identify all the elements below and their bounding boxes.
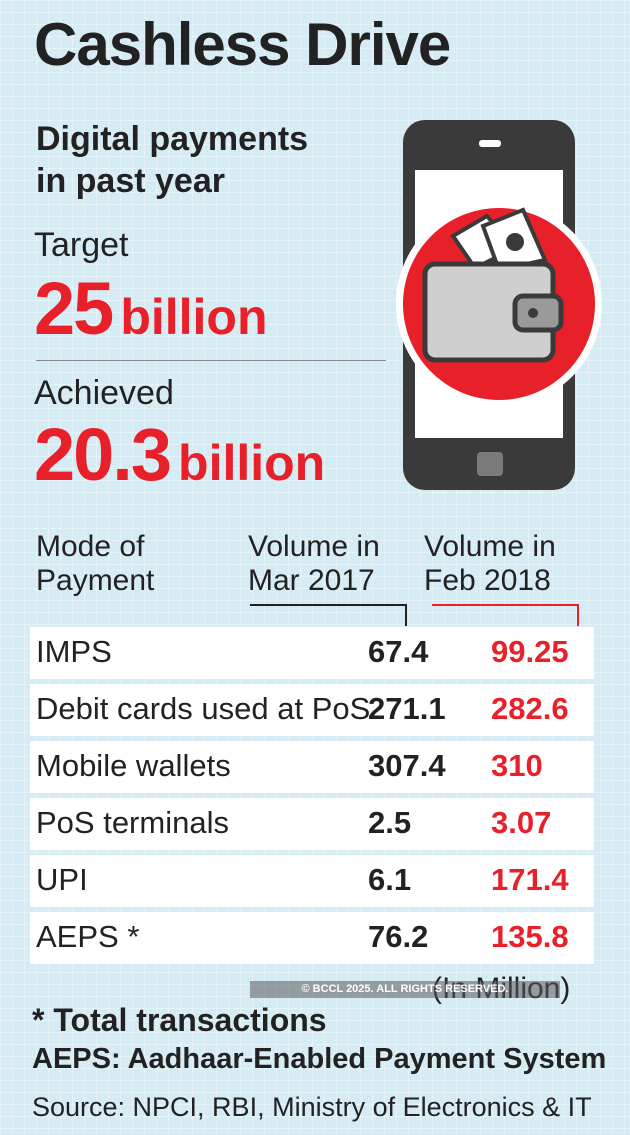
subtitle-line-2: in past year (36, 162, 225, 200)
definition-note: AEPS: Aadhaar-Enabled Payment System (32, 1043, 607, 1075)
footnote: * Total transactions (32, 1002, 327, 1038)
banknote-seal (506, 233, 524, 251)
row-feb2018-value: 282.6 (491, 691, 569, 726)
phone-wallet-icon (396, 120, 602, 490)
column-header-feb2018-line-2: Feb 2018 (424, 564, 551, 597)
row-mode: Mobile wallets (36, 748, 231, 783)
subtitle-line-1: Digital payments (36, 120, 309, 158)
column-bracket-mar2017 (250, 604, 407, 626)
table-row: Debit cards used at PoS 271.1 282.6 (30, 684, 594, 736)
column-header-mode: Mode of Payment (36, 530, 154, 598)
page-title: Cashless Drive (34, 11, 451, 78)
target-number: 25 (34, 267, 114, 350)
row-feb2018-value: 99.25 (491, 634, 569, 669)
target-value: 25 billion (34, 266, 268, 351)
achieved-number: 20.3 (34, 413, 172, 496)
table-row: Mobile wallets 307.4 310 (30, 741, 594, 793)
target-label: Target (34, 226, 129, 264)
row-mode: Debit cards used at PoS (36, 691, 371, 726)
subtitle: Digital payments in past year (36, 118, 308, 202)
row-feb2018-value: 310 (491, 748, 543, 783)
target-unit: billion (120, 289, 268, 345)
table-row: PoS terminals 2.5 3.07 (30, 798, 594, 850)
column-header-mar2017-line-2: Mar 2017 (248, 564, 375, 597)
row-mode: UPI (36, 862, 88, 897)
row-mode: AEPS * (36, 919, 140, 954)
table-row: AEPS * 76.2 135.8 (30, 912, 594, 964)
source-note: Source: NPCI, RBI, Ministry of Electroni… (32, 1092, 592, 1122)
phone-home-button (477, 452, 503, 476)
phone-speaker (479, 140, 501, 147)
achieved-value: 20.3 billion (34, 412, 325, 497)
row-mar2017-value: 67.4 (368, 634, 429, 669)
row-mar2017-value: 2.5 (368, 805, 412, 840)
achieved-label: Achieved (34, 374, 174, 412)
table-row: IMPS 67.4 99.25 (30, 627, 594, 679)
column-header-mar2017-line-1: Volume in (248, 530, 380, 563)
row-mar2017-value: 307.4 (368, 748, 446, 783)
column-header-mode-line-1: Mode of (36, 530, 145, 563)
achieved-unit: billion (178, 435, 326, 491)
row-mar2017-value: 76.2 (368, 919, 429, 954)
row-feb2018-value: 135.8 (491, 919, 569, 954)
column-header-mode-line-2: Payment (36, 564, 155, 597)
row-mar2017-value: 271.1 (368, 691, 446, 726)
column-header-feb2018: Volume in Feb 2018 (424, 530, 556, 598)
column-header-mar2017: Volume in Mar 2017 (248, 530, 380, 598)
payment-table: IMPS 67.4 99.25 Debit cards used at PoS … (30, 627, 594, 969)
row-mar2017-value: 6.1 (368, 862, 412, 897)
row-mode: PoS terminals (36, 805, 229, 840)
row-mode: IMPS (36, 634, 112, 669)
copyright-watermark: © BCCL 2025. ALL RIGHTS RESERVED. (250, 981, 560, 998)
divider (36, 360, 386, 361)
column-bracket-feb2018 (432, 604, 579, 626)
table-row: UPI 6.1 171.4 (30, 855, 594, 907)
row-feb2018-value: 171.4 (491, 862, 569, 897)
column-header-feb2018-line-1: Volume in (424, 530, 556, 563)
row-feb2018-value: 3.07 (491, 805, 552, 840)
wallet-button (528, 308, 538, 318)
